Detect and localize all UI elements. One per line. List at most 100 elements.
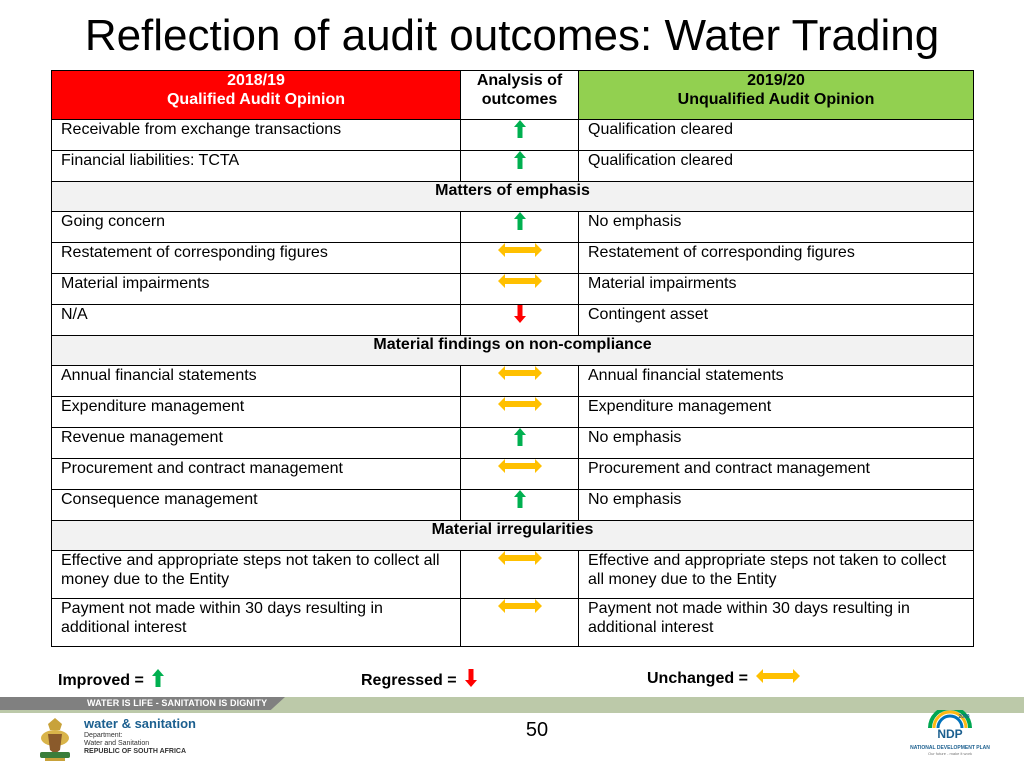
cell-analysis	[460, 550, 579, 599]
header-left-year: 2018/19	[227, 72, 285, 89]
slide-title: Reflection of audit outcomes: Water Trad…	[84, 11, 940, 60]
cell-analysis	[460, 489, 579, 521]
footer-banner: WATER IS LIFE - SANITATION IS DIGNITY	[0, 697, 285, 710]
arrow-down-icon	[464, 669, 477, 693]
cell-2018-19: Revenue management	[51, 427, 461, 459]
legend-improved-label: Improved =	[58, 672, 144, 689]
legend-improved: Improved =	[58, 669, 164, 693]
section-row: Matters of emphasis	[51, 181, 974, 212]
cell-2018-19: Financial liabilities: TCTA	[51, 150, 461, 182]
arrow-both-icon	[497, 599, 542, 618]
ndp-emblem-icon: NDP 2030	[928, 706, 972, 741]
cell-analysis	[460, 150, 579, 182]
cell-2019-20: Procurement and contract management	[578, 458, 974, 490]
arrow-up-icon	[151, 669, 164, 693]
arrow-both-icon	[497, 366, 542, 385]
arrow-up-icon	[513, 212, 526, 235]
table-row: Receivable from exchange transactions Qua…	[51, 119, 974, 151]
section-row: Material findings on non-compliance	[51, 335, 974, 366]
header-2018-19: 2018/19 Qualified Audit Opinion	[51, 70, 461, 120]
cell-2018-19: Material impairments	[51, 273, 461, 305]
department-name-block: water & sanitation Department: Water and…	[84, 716, 196, 756]
header-mid-line2: outcomes	[481, 91, 558, 108]
footer-banner-text: WATER IS LIFE - SANITATION IS DIGNITY	[87, 698, 268, 708]
header-2019-20: 2019/20 Unqualified Audit Opinion	[578, 70, 974, 120]
ndp-logo: NDP 2030 NATIONAL DEVELOPMENT PLAN Our f…	[910, 706, 990, 756]
coat-of-arms-icon	[40, 718, 70, 761]
cell-2019-20: Expenditure management	[578, 396, 974, 428]
cell-2018-19: Restatement of corresponding figures	[51, 242, 461, 274]
ndp-year: 2030	[958, 714, 969, 720]
cell-2019-20: Qualification cleared	[578, 150, 974, 182]
cell-2019-20: Contingent asset	[578, 304, 974, 336]
cell-analysis	[460, 427, 579, 459]
table-row: Effective and appropriate steps not take…	[51, 550, 974, 599]
table-header-row: 2018/19 Qualified Audit Opinion Analysis…	[51, 70, 974, 120]
arrow-both-icon	[497, 243, 542, 262]
arrow-up-icon	[513, 151, 526, 174]
department-line3: REPUBLIC OF SOUTH AFRICA	[84, 748, 187, 755]
cell-2018-19: N/A	[51, 304, 461, 336]
department-logo: water & sanitation Department: Water and…	[36, 716, 196, 762]
cell-analysis	[460, 598, 579, 647]
arrow-both-icon	[497, 551, 542, 570]
audit-outcomes-table: 2018/19 Qualified Audit Opinion Analysis…	[51, 70, 974, 647]
cell-2019-20: No emphasis	[578, 489, 974, 521]
table-row: Expenditure management Expenditure manage…	[51, 396, 974, 428]
cell-analysis	[460, 211, 579, 243]
arrow-both-icon	[497, 459, 542, 478]
table-row: Revenue management No emphasis	[51, 427, 974, 459]
table-row: Procurement and contract management Procu…	[51, 458, 974, 490]
table-row: N/A Contingent asset	[51, 304, 974, 336]
table-row: Material impairments Material impairments	[51, 273, 974, 305]
header-analysis: Analysis of outcomes	[460, 70, 579, 120]
cell-2018-19: Consequence management	[51, 489, 461, 521]
cell-2019-20: No emphasis	[578, 427, 974, 459]
ndp-tagline: Our future - make it work	[927, 751, 972, 756]
section-heading: Material irregularities	[51, 520, 974, 551]
cell-2018-19: Going concern	[51, 211, 461, 243]
legend-unchanged: Unchanged =	[647, 669, 800, 689]
table-row: Annual financial statements Annual financ…	[51, 365, 974, 397]
cell-2019-20: Annual financial statements	[578, 365, 974, 397]
cell-2019-20: Restatement of corresponding figures	[578, 242, 974, 274]
arrow-both-icon	[755, 669, 800, 689]
cell-analysis	[460, 365, 579, 397]
page-number: 50	[525, 719, 549, 741]
header-right-opinion: Unqualified Audit Opinion	[677, 91, 875, 108]
cell-analysis	[460, 304, 579, 336]
cell-analysis	[460, 396, 579, 428]
arrow-down-icon	[513, 305, 526, 328]
cell-2018-19: Payment not made within 30 days resultin…	[51, 598, 461, 647]
section-heading: Matters of emphasis	[51, 181, 974, 212]
legend-unchanged-label: Unchanged =	[647, 670, 748, 687]
legend-regressed: Regressed =	[361, 669, 477, 693]
cell-2019-20: No emphasis	[578, 211, 974, 243]
table-row: Payment not made within 30 days resultin…	[51, 598, 974, 647]
cell-2018-19: Receivable from exchange transactions	[51, 119, 461, 151]
table-row: Financial liabilities: TCTA Qualification…	[51, 150, 974, 182]
table-row: Restatement of corresponding figures Rest…	[51, 242, 974, 274]
department-title: water & sanitation	[84, 716, 196, 731]
cell-analysis	[460, 119, 579, 151]
legend-regressed-label: Regressed =	[361, 672, 457, 689]
header-mid-line1: Analysis of	[476, 72, 563, 89]
header-right-year: 2019/20	[747, 72, 805, 89]
cell-2018-19: Effective and appropriate steps not take…	[51, 550, 461, 599]
svg-text:NDP: NDP	[937, 727, 962, 740]
arrow-up-icon	[513, 120, 526, 143]
arrow-both-icon	[497, 274, 542, 293]
section-row: Material irregularities	[51, 520, 974, 551]
cell-analysis	[460, 242, 579, 274]
ndp-title: NATIONAL DEVELOPMENT PLAN	[910, 745, 990, 751]
cell-2018-19: Expenditure management	[51, 396, 461, 428]
table-row: Consequence management No emphasis	[51, 489, 974, 521]
arrow-up-icon	[513, 490, 526, 513]
table-row: Going concern No emphasis	[51, 211, 974, 243]
department-line2: Water and Sanitation	[84, 740, 150, 747]
cell-2018-19: Annual financial statements	[51, 365, 461, 397]
cell-2019-20: Payment not made within 30 days resultin…	[578, 598, 974, 647]
arrow-up-icon	[513, 428, 526, 451]
header-left-opinion: Qualified Audit Opinion	[166, 91, 346, 108]
cell-2018-19: Procurement and contract management	[51, 458, 461, 490]
